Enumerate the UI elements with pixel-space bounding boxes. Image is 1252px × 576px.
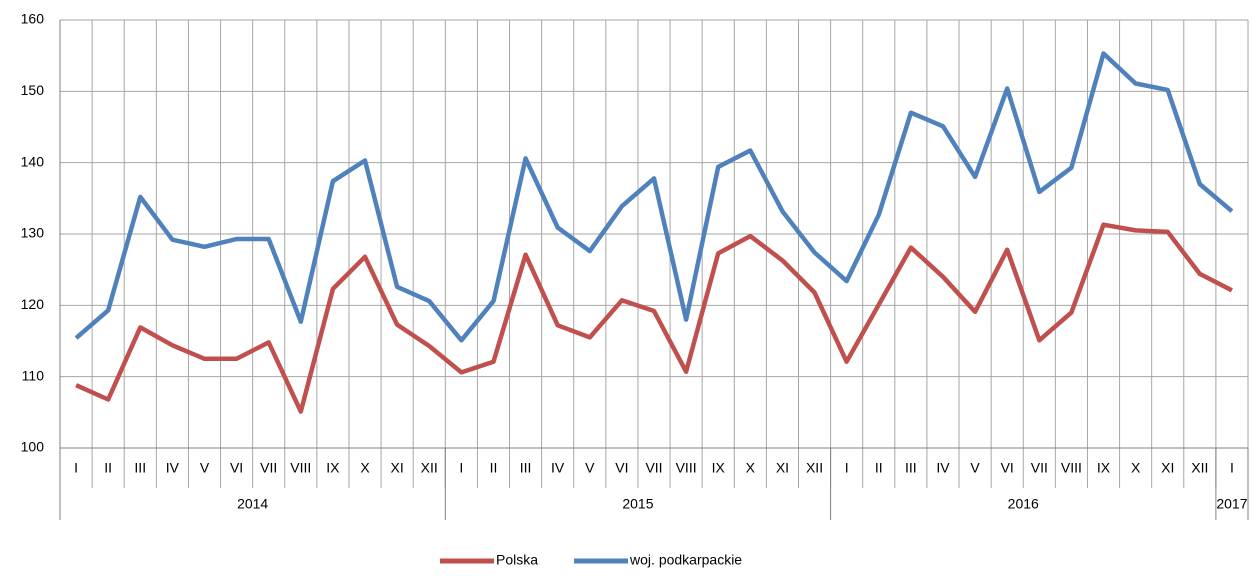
x-tick-label: IV (166, 460, 180, 476)
x-tick-label: I (74, 460, 78, 476)
x-tick-label: IX (326, 460, 340, 476)
x-tick-label: V (200, 460, 210, 476)
x-tick-label: VIII (290, 460, 311, 476)
x-tick-label: VI (230, 460, 243, 476)
x-tick-label: I (459, 460, 463, 476)
x-tick-label: II (490, 460, 498, 476)
x-tick-label: V (585, 460, 595, 476)
y-tick-label: 100 (21, 439, 45, 455)
x-tick-label: VII (260, 460, 277, 476)
x-tick-label: XII (806, 460, 823, 476)
x-tick-label: XI (391, 460, 404, 476)
x-tick-label: VIII (676, 460, 697, 476)
year-label: 2016 (1008, 496, 1039, 512)
y-tick-label: 160 (21, 11, 45, 27)
x-tick-label: VIII (1061, 460, 1082, 476)
x-tick-label: IX (1097, 460, 1111, 476)
x-tick-label: IX (712, 460, 726, 476)
x-tick-label: XII (421, 460, 438, 476)
x-tick-label: XII (1191, 460, 1208, 476)
series-line (74, 51, 1234, 343)
x-tick-label: III (520, 460, 532, 476)
x-tick-label: II (875, 460, 883, 476)
x-tick-label: XI (776, 460, 789, 476)
x-tick-label: VI (615, 460, 628, 476)
x-tick-label: III (905, 460, 917, 476)
x-tick-label: II (104, 460, 112, 476)
x-tick-label: X (746, 460, 756, 476)
x-tick-label: IV (936, 460, 950, 476)
y-tick-label: 130 (21, 225, 45, 241)
x-tick-label: V (970, 460, 980, 476)
series-line (75, 222, 1233, 414)
x-tick-label: VII (1031, 460, 1048, 476)
x-tick-label: IV (551, 460, 565, 476)
x-tick-label: X (1131, 460, 1141, 476)
x-tick-label: VII (645, 460, 662, 476)
x-tick-label: XI (1161, 460, 1174, 476)
y-tick-label: 140 (21, 153, 45, 169)
y-tick-label: 150 (21, 82, 45, 98)
y-tick-label: 110 (22, 367, 45, 383)
x-tick-label: III (134, 460, 146, 476)
year-label: 2017 (1216, 496, 1247, 512)
year-label: 2015 (622, 496, 653, 512)
y-tick-label: 120 (21, 296, 45, 312)
x-tick-label: I (1230, 460, 1234, 476)
legend-label: Polska (496, 552, 538, 568)
x-tick-label: I (845, 460, 849, 476)
x-tick-label: X (360, 460, 370, 476)
legend-label: woj. podkarpackie (629, 552, 742, 568)
x-tick-label: VI (1001, 460, 1014, 476)
year-label: 2014 (237, 496, 268, 512)
